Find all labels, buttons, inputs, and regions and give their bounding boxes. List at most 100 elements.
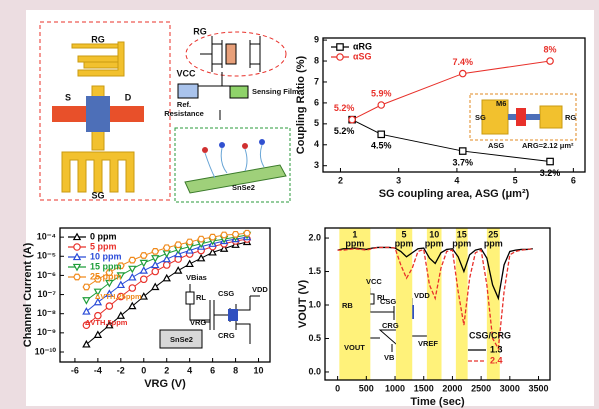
x-tick-label: 3500 [529,383,549,393]
device-label: D [125,92,132,102]
value-label: 4.5% [371,141,392,151]
y-tick-label: 3 [314,160,319,170]
x-tick-label: -4 [94,365,102,375]
x-axis-label: Time (sec) [410,396,465,408]
y-tick-label: 6 [314,97,319,107]
inset-label: CSG [380,297,396,306]
y-tick-label: 10⁻⁹ [37,327,56,337]
x-tick-label: 1500 [414,383,434,393]
marker [460,148,466,154]
band-label: ppm [425,238,444,248]
inset-label: VOUT [344,343,365,352]
inset-label: CSG [218,289,234,298]
value-label: 5.2% [334,103,355,113]
marker [337,44,343,50]
device-label: S [65,92,71,102]
gate [226,44,236,64]
inset-label: RB [342,301,353,310]
y-tick-label: 10⁻⁸ [37,308,56,318]
marker [129,285,135,291]
legend-title: CSG/CRG [469,330,511,340]
x-tick-label: 3000 [500,383,520,393]
value-label: 5.2% [334,126,355,136]
marker [141,253,147,259]
y-tick-label: 10⁻⁶ [37,270,56,280]
circuit-label: Resistance [164,109,204,118]
legend-label: 0 ppm [90,231,117,241]
figure-background [26,10,594,406]
channel [86,96,110,132]
x-tick-label: -2 [117,365,125,375]
y-tick-label: 0.0 [308,366,321,376]
marker [244,230,250,236]
y-tick-label: 8 [314,55,319,65]
y-tick-label: 10⁻¹⁰ [35,346,57,356]
marker [141,276,147,282]
inset-label: ARG=2.12 μm² [522,141,574,150]
sensing-film [230,86,248,98]
marker [209,234,215,240]
marker [337,54,343,60]
y-tick-label: 1.0 [308,299,321,309]
marker [152,268,158,274]
y-tick-label: 1.5 [308,266,321,276]
inset-device [228,309,238,321]
marker [349,116,355,122]
figure: RG S D SG RG VCC [0,0,599,409]
annotation: ΔVTH,25ppm [95,292,142,301]
x-tick-label: 2 [338,175,343,185]
marker [221,232,227,238]
marker [83,284,89,290]
legend-label: 2.4 [490,355,503,365]
legend-label: 25 ppm [90,271,122,281]
value-label: 3.2% [540,168,561,178]
x-tick-label: 6 [210,365,215,375]
y-axis-label: VOUT (V) [297,280,309,329]
inset-label: VRG [190,318,206,327]
marker [460,70,466,76]
x-tick-label: 4 [454,175,459,185]
band-label: ppm [345,238,364,248]
x-axis-label: VRG (V) [144,378,186,390]
marker [232,232,238,238]
x-tick-label: 2500 [471,383,491,393]
band-label: ppm [395,238,414,248]
device-label: RG [91,34,105,44]
circuit-label: Ref. [177,100,191,109]
y-tick-label: 9 [314,34,319,44]
value-label: 5.9% [371,88,392,98]
legend-label: αSG [353,51,372,61]
marker [164,262,170,268]
band-label: ppm [484,238,503,248]
band [427,228,442,380]
marker [186,239,192,245]
inset-gate [516,108,526,126]
marker [164,245,170,251]
y-axis-label: Channel Current (A) [22,242,34,347]
x-tick-label: 2 [164,365,169,375]
inset-label: CRG [218,331,235,340]
inset-label: SG [475,113,486,122]
inset-label: VB [384,353,395,362]
y-tick-label: 4 [314,139,319,149]
y-axis-label: Coupling Ratio (%) [295,55,307,154]
x-tick-label: 5 [513,175,518,185]
value-label: 8% [544,44,557,54]
x-tick-label: 4 [187,365,192,375]
inset-label: VBias [186,273,207,282]
x-tick-label: 2000 [442,383,462,393]
marker [547,58,553,64]
y-tick-label: 7 [314,76,319,86]
marker [198,236,204,242]
legend-label: αRG [353,41,372,51]
inset-label: M6 [496,99,506,108]
annotation: ΔVTH,5ppm [85,318,128,327]
inset-label: CRG [382,321,399,330]
inset-label: VREF [418,339,438,348]
marker [547,158,553,164]
x-tick-label: 10 [254,365,264,375]
ref-resistance [178,84,198,98]
legend-label: 1.3 [490,344,503,354]
x-tick-label: 0 [141,365,146,375]
inset-label: VCC [366,277,382,286]
